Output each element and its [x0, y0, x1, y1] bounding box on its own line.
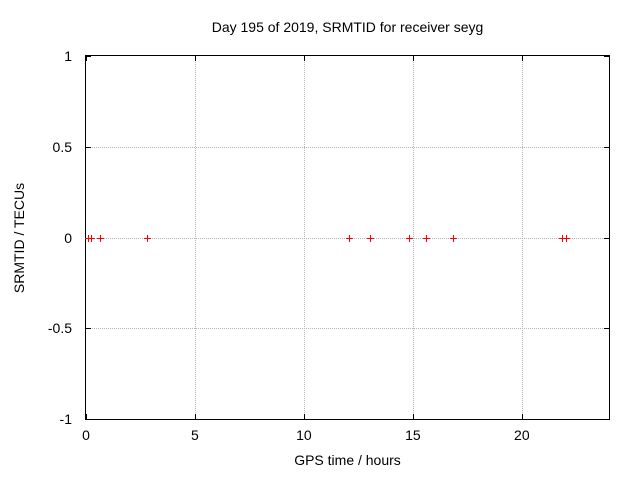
y-tick-mark-right — [604, 56, 609, 57]
y-tick-label: 0 — [64, 229, 72, 246]
x-tick-mark — [521, 414, 523, 419]
x-tick-mark-top — [194, 56, 196, 61]
y-tick-mark-right — [604, 237, 609, 239]
x-tick-mark — [303, 414, 305, 419]
y-tick-mark-right — [604, 328, 609, 330]
data-point-marker — [559, 234, 567, 242]
y-gridline — [86, 146, 609, 148]
data-point-marker — [367, 234, 375, 242]
x-axis-label: GPS time / hours — [294, 452, 401, 468]
y-tick-mark — [86, 56, 91, 57]
x-tick-mark-top — [86, 56, 87, 61]
data-point-marker — [97, 234, 105, 242]
data-point-marker — [405, 234, 413, 242]
y-tick-mark-right — [604, 146, 609, 148]
x-tick-mark — [194, 414, 196, 419]
data-point-marker — [143, 234, 151, 242]
y-tick-mark — [86, 146, 91, 148]
y-gridline — [86, 328, 609, 330]
data-point-marker — [563, 234, 571, 242]
data-point-marker — [88, 234, 96, 242]
x-tick-label: 0 — [82, 427, 90, 443]
x-tick-mark-top — [303, 56, 305, 61]
data-point-marker — [449, 234, 457, 242]
y-tick-label: -0.5 — [47, 320, 72, 337]
x-tick-mark-top — [521, 56, 523, 61]
y-tick-label: 0.5 — [52, 138, 72, 155]
y-tick-mark-right — [604, 419, 609, 420]
x-tick-mark — [412, 414, 414, 419]
chart-title: Day 195 of 2019, SRMTID for receiver sey… — [211, 19, 484, 35]
y-tick-mark — [86, 419, 91, 420]
x-tick-mark-top — [412, 56, 414, 61]
data-point-marker — [422, 234, 430, 242]
y-tick-label: -1 — [59, 411, 72, 427]
y-tick-label: 1 — [64, 48, 72, 64]
plot-area: 0 5 10 15 20 1 0.5 0 -0.5 -1 — [48, 48, 610, 443]
y-tick-mark — [86, 328, 91, 330]
data-point-marker — [346, 234, 354, 242]
x-tick-label: 15 — [405, 427, 421, 443]
x-tick-label: 10 — [296, 427, 312, 443]
x-tick-label: 20 — [514, 427, 530, 443]
x-tick-mark — [86, 414, 87, 419]
x-tick-label: 5 — [191, 427, 199, 443]
